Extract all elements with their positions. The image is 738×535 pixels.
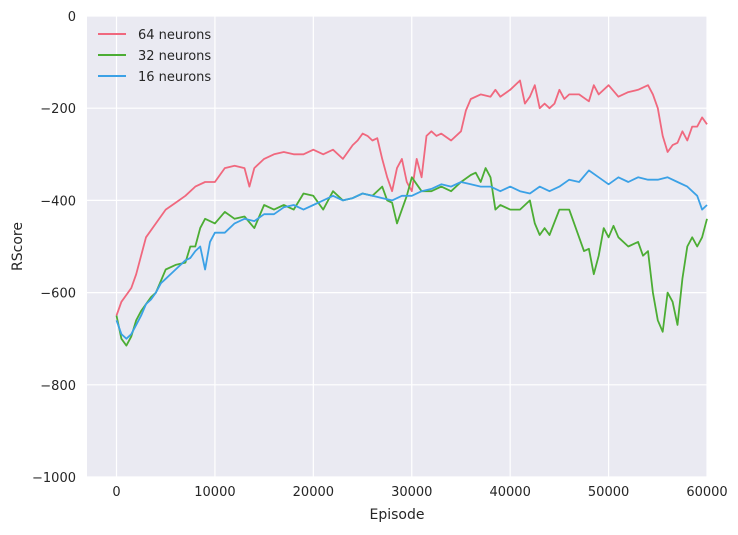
x-axis-title: Episode [370,507,425,523]
y-axis-title: RScore [10,222,26,271]
y-tick-label: −400 [40,194,76,209]
x-tick-label: 50000 [588,485,629,500]
y-tick-label: −1000 [32,471,76,486]
series-lines [115,79,708,347]
legend: 64 neurons 32 neurons 16 neurons [98,28,211,85]
series-line [115,169,708,340]
legend-label: 32 neurons [138,49,211,64]
x-tick-label: 0 [112,485,120,500]
x-tick-label: 10000 [194,485,235,500]
grid [87,15,708,478]
legend-label: 16 neurons [138,70,211,85]
series-line [115,167,708,347]
legend-label: 64 neurons [138,28,211,43]
plot-area [87,16,707,477]
x-tick-label: 20000 [293,485,334,500]
x-tick-label: 60000 [686,485,727,500]
y-tick-label: −200 [40,102,76,117]
tick-labels: 0 10000 20000 30000 40000 50000 60000 −1000 −800… [32,10,728,500]
x-tick-label: 30000 [391,485,432,500]
series-line [115,79,708,316]
x-tick-label: 40000 [489,485,530,500]
y-tick-label: −600 [40,287,76,302]
y-tick-label: −800 [40,379,76,394]
y-tick-label: 0 [68,10,76,25]
